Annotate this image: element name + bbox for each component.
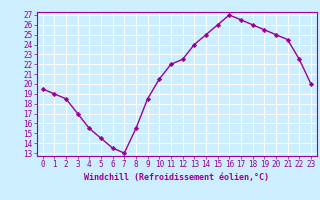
X-axis label: Windchill (Refroidissement éolien,°C): Windchill (Refroidissement éolien,°C) xyxy=(84,173,269,182)
